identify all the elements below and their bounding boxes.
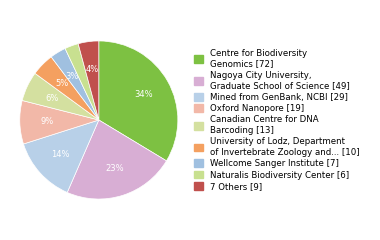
- Text: 4%: 4%: [86, 65, 99, 74]
- Wedge shape: [78, 41, 99, 120]
- Wedge shape: [20, 101, 99, 144]
- Text: 3%: 3%: [66, 72, 79, 80]
- Wedge shape: [35, 57, 99, 120]
- Text: 6%: 6%: [46, 94, 59, 102]
- Legend: Centre for Biodiversity
Genomics [72], Nagoya City University,
Graduate School o: Centre for Biodiversity Genomics [72], N…: [194, 49, 359, 191]
- Wedge shape: [24, 120, 99, 192]
- Text: 34%: 34%: [134, 90, 153, 99]
- Text: 14%: 14%: [51, 150, 70, 159]
- Wedge shape: [67, 120, 166, 199]
- Wedge shape: [51, 48, 99, 120]
- Wedge shape: [22, 73, 99, 120]
- Text: 23%: 23%: [105, 164, 124, 174]
- Text: 5%: 5%: [55, 79, 69, 88]
- Wedge shape: [65, 44, 99, 120]
- Text: 9%: 9%: [41, 117, 54, 126]
- Wedge shape: [99, 41, 178, 161]
